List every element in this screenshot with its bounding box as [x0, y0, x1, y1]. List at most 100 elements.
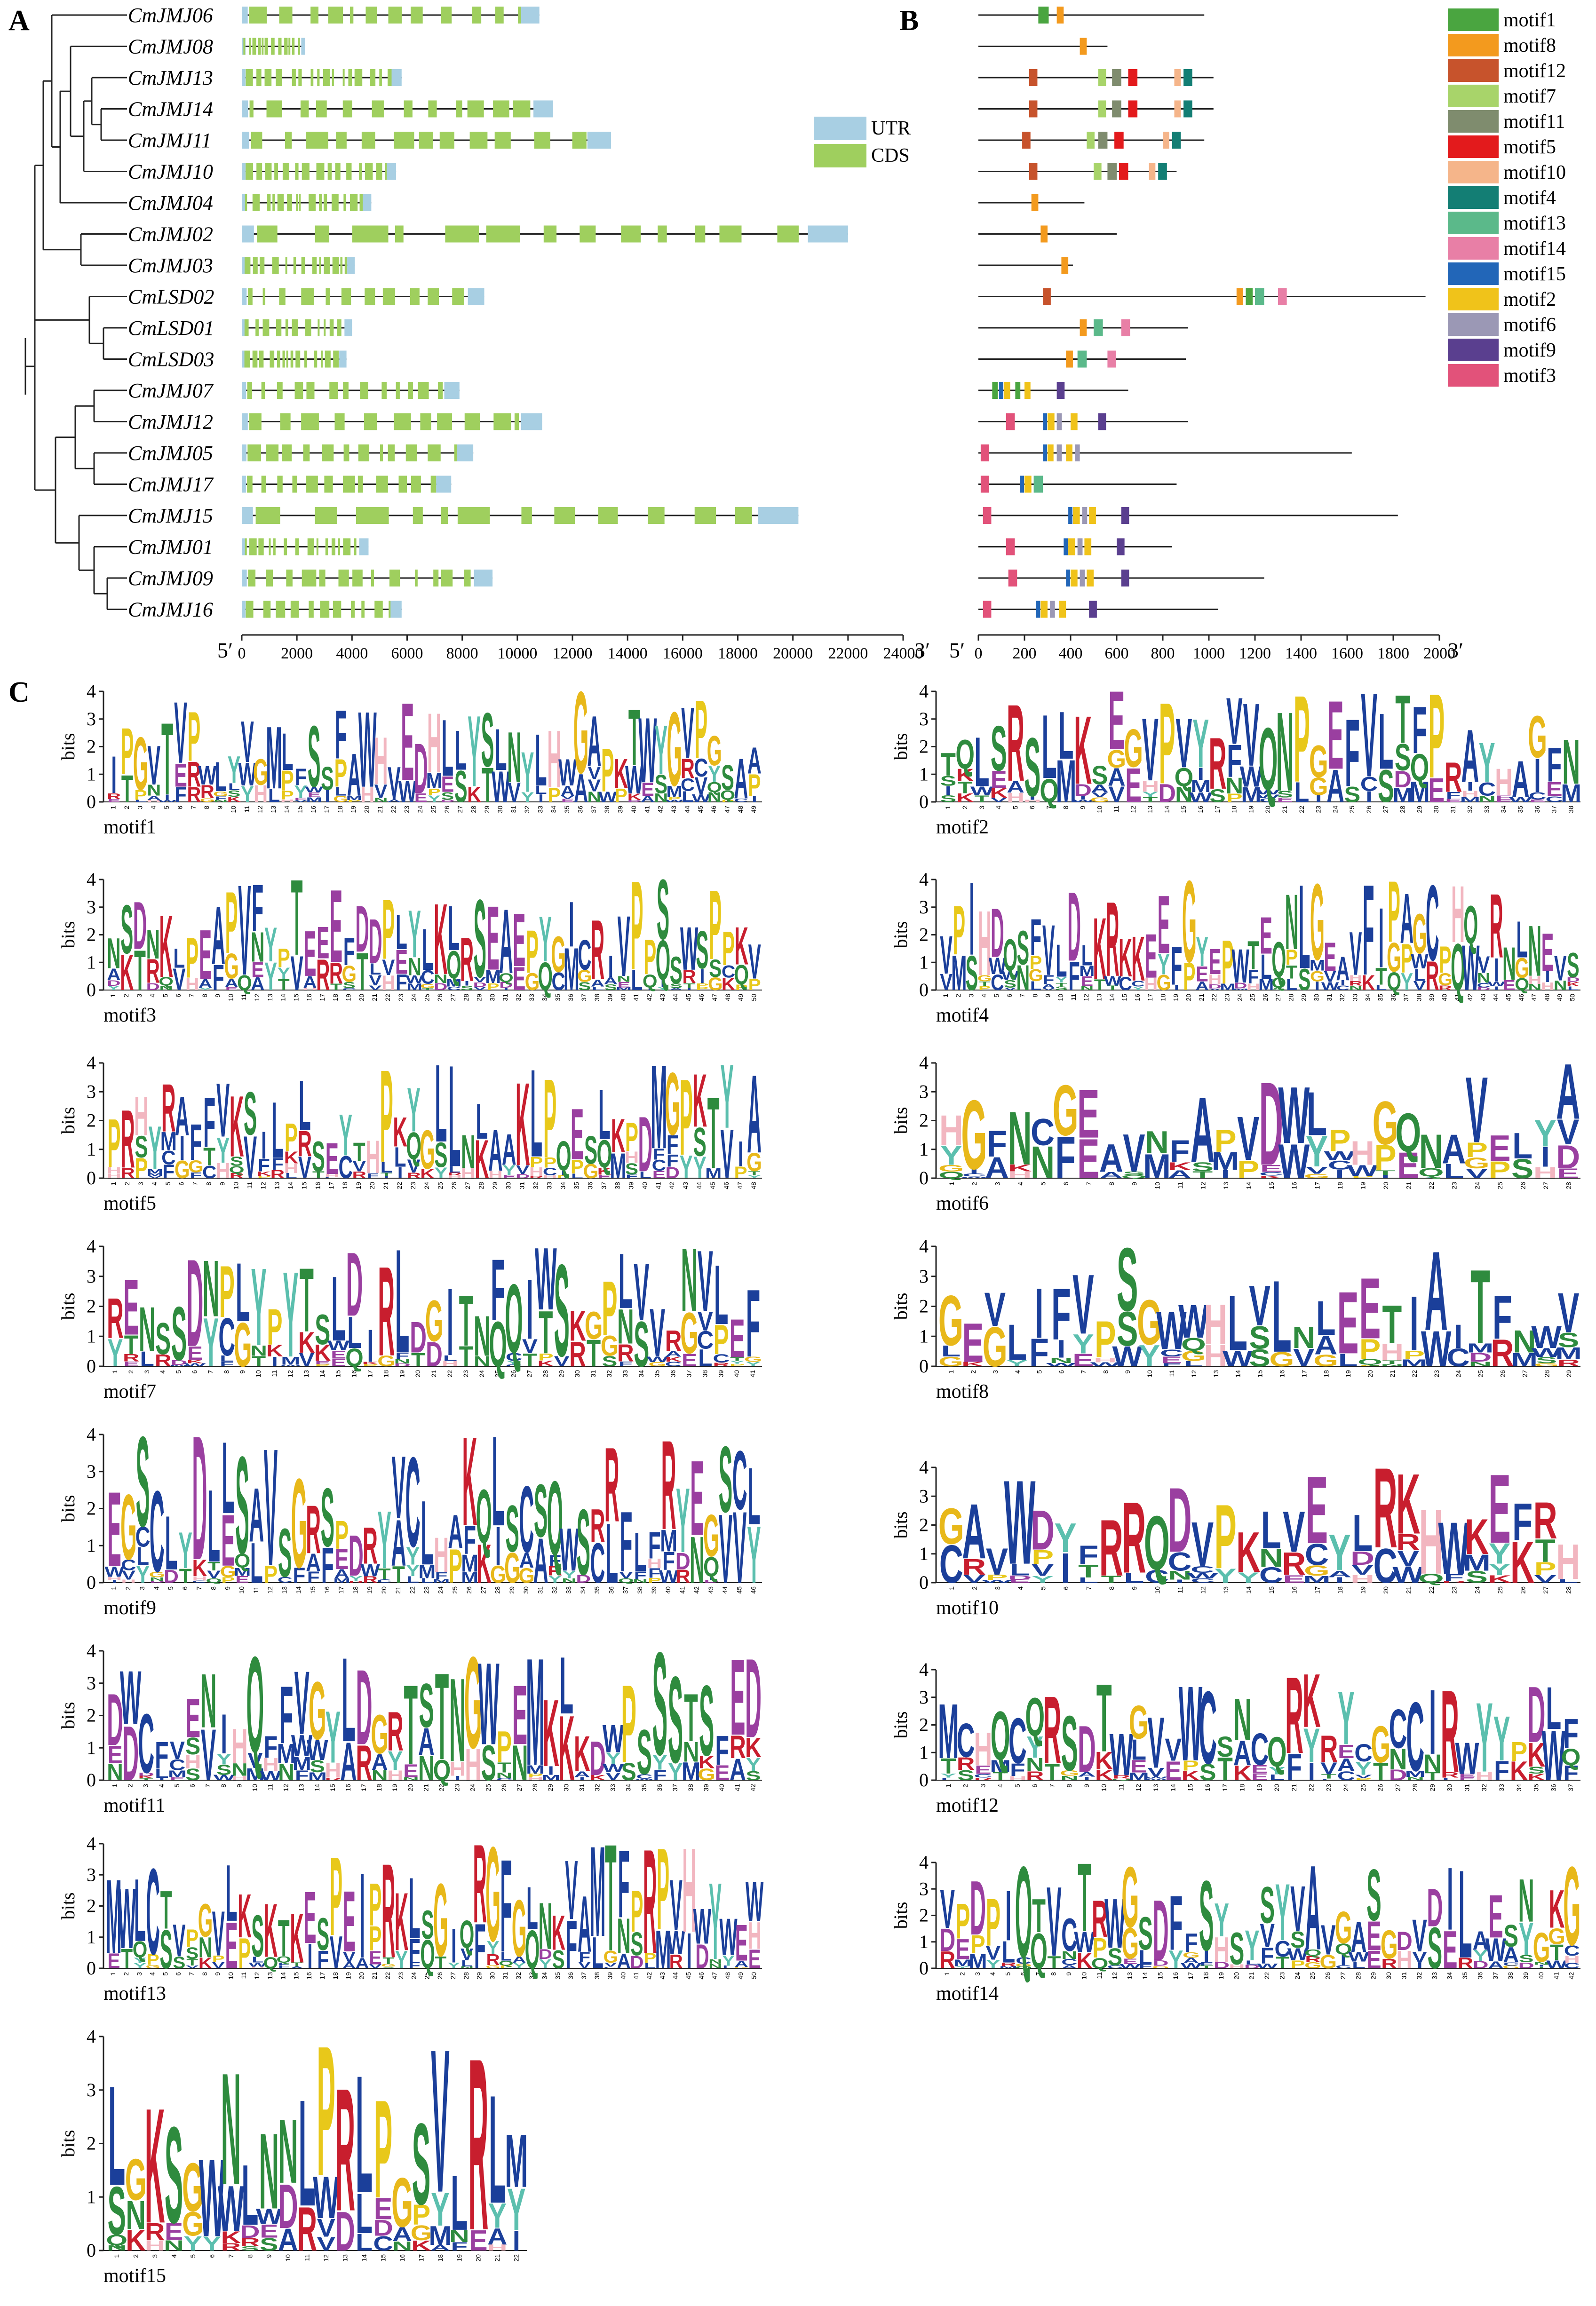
logo-glyph: S: [709, 954, 722, 982]
logo-glyph: N: [1554, 978, 1567, 993]
logo-glyph: H: [216, 1159, 230, 1183]
cds-block: [322, 444, 334, 461]
logo-motif-label: motif5: [103, 1193, 156, 1214]
logo-glyph: A: [1400, 879, 1413, 958]
logo-glyph: F: [258, 1156, 270, 1175]
logo-glyph: C: [1478, 778, 1496, 800]
logo-position-label: 11: [1112, 806, 1120, 813]
cds-block: [287, 194, 292, 211]
logo-glyph: E: [225, 986, 238, 991]
logo-glyph: S: [1366, 1854, 1381, 1936]
logo-y-axis-label: bits: [890, 1902, 911, 1929]
logo-glyph: Q: [505, 1264, 523, 1374]
motif-block: [1036, 601, 1040, 618]
motif-block: [1098, 100, 1106, 118]
motif-block: [1071, 413, 1078, 430]
gene-structure-row: [242, 601, 402, 618]
logo-glyph: W: [1104, 974, 1122, 989]
logo-position-label: 4: [150, 806, 157, 809]
logo-position-label: 28: [1287, 994, 1294, 1001]
logo-glyph: F: [1247, 966, 1259, 988]
logo-position-label: 10: [227, 994, 234, 1001]
utr-block: [339, 350, 347, 368]
logo-glyph: I: [1029, 795, 1036, 801]
logo-glyph: P: [121, 715, 134, 789]
protein-motif-row: [978, 100, 1214, 118]
logo-position-label: 19: [1247, 806, 1255, 813]
logo-glyph: P: [696, 986, 708, 991]
gene-axis-tick-label: 18000: [718, 645, 758, 662]
logo-glyph: K: [956, 765, 974, 785]
sequence-logo: 01234bitsmotif41VV2MP3SI4PTGH5CWD6VSWQ7N…: [890, 856, 1580, 1026]
logo-glyph: A: [1305, 1841, 1321, 1976]
logo-position-label: 35: [1517, 806, 1524, 813]
gene-structure-row: [242, 507, 799, 524]
logo-glyph: S: [1378, 760, 1394, 812]
cds-block: [388, 7, 402, 24]
logo-position-label: 6: [1028, 806, 1036, 809]
logo-glyph: L: [455, 719, 467, 782]
motif-block: [1149, 163, 1156, 180]
logo-glyph: P: [748, 975, 761, 993]
logo-position-label: 13: [1126, 1972, 1134, 1980]
logo-glyph: S: [474, 877, 486, 1000]
motif-block: [1068, 538, 1075, 555]
logo-glyph: K: [722, 975, 735, 994]
cds-block: [298, 38, 300, 55]
logo-glyph: P: [630, 854, 643, 996]
logo-glyph: Q: [446, 943, 461, 987]
logo-glyph: D: [187, 1234, 204, 1373]
logo-glyph: S: [230, 1154, 243, 1169]
logo-glyph: E: [991, 767, 1007, 794]
logo-glyph: W: [305, 785, 323, 794]
logo-glyph: R: [1099, 1503, 1123, 1593]
logo-glyph: H: [1007, 790, 1024, 805]
logo-glyph: M: [147, 1173, 163, 1177]
logo-y-tick-label: 3: [919, 1687, 929, 1708]
cds-block: [272, 257, 279, 274]
logo-position-label: 44: [1492, 994, 1499, 1001]
gene-structure-row: [242, 288, 484, 305]
logo-position-label: 19: [345, 1972, 352, 1980]
logo-glyph: Q: [991, 1696, 1010, 1775]
logo-glyph: L: [1307, 1079, 1327, 1149]
logo-glyph: F: [1363, 857, 1374, 1002]
logo-position-label: 9: [1044, 994, 1051, 998]
logo-position-label: 10: [232, 1182, 240, 1189]
logo-position-label: 7: [191, 1182, 199, 1186]
logo-glyph: L: [1294, 776, 1310, 808]
logo-glyph: T: [1470, 1248, 1490, 1366]
logo-glyph: D: [1158, 779, 1176, 808]
logo-glyph: T: [628, 693, 640, 783]
logo-glyph: L: [409, 1860, 421, 1957]
logo-glyph: L: [451, 2160, 468, 2247]
logo-y-tick-label: 0: [87, 1572, 96, 1593]
logo-position-label: 22: [408, 1586, 416, 1594]
logo-glyph: S: [251, 1903, 264, 1969]
logo-glyph: V: [238, 859, 251, 1002]
cds-block: [245, 257, 251, 274]
logo-glyph: E: [414, 791, 428, 805]
logo-glyph: L: [1260, 947, 1271, 987]
logo-position-label: 47: [736, 1182, 744, 1189]
logo-glyph: L: [1272, 1260, 1292, 1374]
logo-glyph: S: [1217, 1731, 1234, 1763]
cds-block: [356, 507, 389, 524]
utr-block: [242, 444, 246, 461]
logo-glyph: I: [1429, 1671, 1436, 1774]
logo-glyph: T: [1032, 1888, 1046, 1942]
logo-glyph: I: [945, 783, 952, 798]
logo-position-label: 34: [1500, 806, 1507, 813]
logo-position-label: 10: [1096, 806, 1103, 813]
logo-glyph: R: [1533, 1491, 1557, 1550]
logo-glyph: I: [1080, 795, 1086, 800]
logo-glyph: L: [422, 917, 434, 983]
logo-glyph: Q: [955, 731, 975, 778]
logo-position-label: 30: [496, 806, 504, 813]
gene-axis-tick-label: 14000: [608, 645, 648, 662]
cds-block: [580, 225, 596, 243]
logo-glyph: Y: [657, 986, 670, 991]
logo-position-label: 38: [1567, 806, 1574, 813]
logo-glyph: F: [1345, 699, 1360, 807]
logo-glyph: F: [190, 1114, 202, 1171]
